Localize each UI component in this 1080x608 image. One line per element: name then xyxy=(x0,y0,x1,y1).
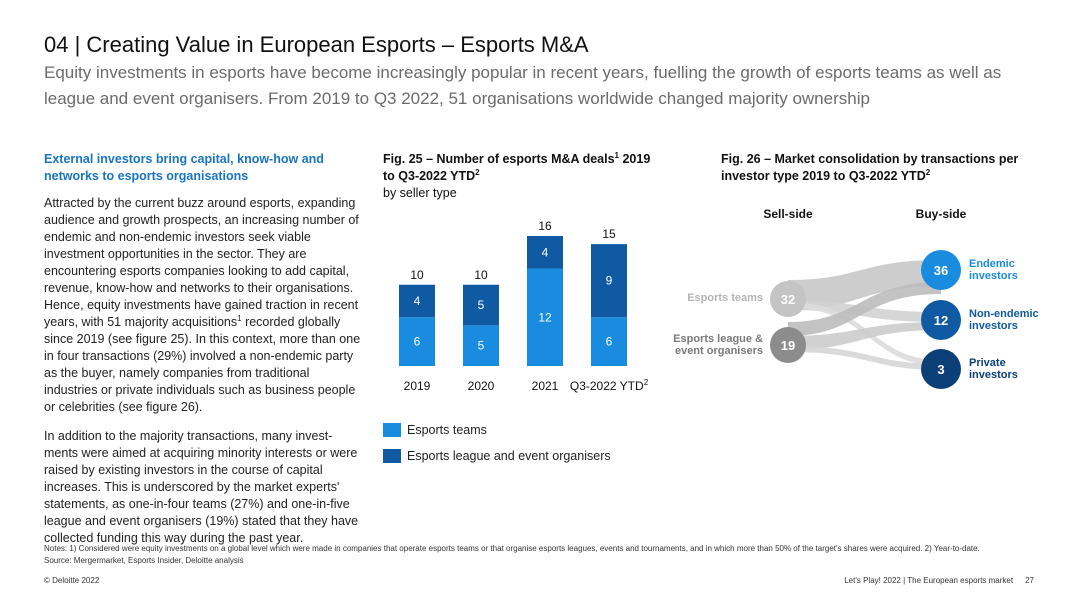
bar-value-league-3: 9 xyxy=(606,274,613,288)
x-tick-label-2: 2021 xyxy=(532,379,559,393)
node-endemic-investors-label: Endemic xyxy=(969,258,1015,270)
node-endemic-investors-label2: investors xyxy=(969,270,1018,282)
bar-league-0 xyxy=(399,284,435,318)
flow-teams-endemic xyxy=(788,260,941,310)
footer-copyright: © Deloitte 2022 xyxy=(44,576,100,585)
flow-league-nonendemic xyxy=(788,322,941,350)
fig25-bar-chart: 6 4 10 2019 5 5 10 2020 12 4 16 2021 6 9 15 Q3-2022 YTD… xyxy=(399,219,649,393)
node-league-organisers xyxy=(770,327,806,363)
paragraph-1-b: recorded globally since 2019 (see figure… xyxy=(44,315,361,414)
bar-value-league-0: 4 xyxy=(414,294,421,308)
node-league-organisers-label: Esports league & xyxy=(673,333,763,345)
source-line: Source: Mergermarket, Esports Insider, D… xyxy=(44,556,244,565)
footer-report: Let's Play! 2022 | The European esports … xyxy=(844,576,1014,585)
fig26-title-a: Fig. 26 – Market consolidation by transa… xyxy=(721,152,1019,166)
flow-league-private xyxy=(788,346,941,370)
fig26-title-sup: 2 xyxy=(925,167,931,177)
legend-teams: Esports teams xyxy=(383,423,487,437)
flow-league-endemic xyxy=(788,282,941,336)
page-title: 04 | Creating Value in European Esports … xyxy=(44,32,589,57)
paragraph-1-a: Attracted by the current buzz around esp… xyxy=(44,196,359,329)
legend-league: Esports league and event organisers xyxy=(383,449,611,463)
node-private-investors-value: 3 xyxy=(937,362,944,377)
footer-page-number: 27 xyxy=(1025,576,1034,585)
node-league-organisers-label2: event organisers xyxy=(675,345,763,357)
buy-side-label: Buy-side xyxy=(916,207,967,221)
bar-value-league-2: 4 xyxy=(542,245,549,259)
fig25-title-b: 2019 xyxy=(618,152,651,166)
node-endemic-investors-value: 36 xyxy=(934,263,948,278)
paragraph-2: In addition to the majority transactions… xyxy=(44,429,359,545)
bar-value-teams-1: 5 xyxy=(478,339,485,353)
bar-teams-3 xyxy=(591,317,627,366)
fig26-title: Fig. 26 – Market consolidation by transa… xyxy=(721,151,1018,185)
bar-value-league-1: 5 xyxy=(478,298,485,312)
footnote-ref: 1 xyxy=(237,313,242,323)
bar-total-1: 10 xyxy=(474,268,488,282)
fig25-title-sup1: 1 xyxy=(614,150,619,160)
left-text-column: External investors bring capital, know-h… xyxy=(44,151,364,555)
fig25-subtitle: by seller type xyxy=(383,186,457,200)
x-tick-sup-3: 2 xyxy=(644,378,649,387)
bar-total-2: 16 xyxy=(538,219,552,233)
sell-side-label: Sell-side xyxy=(763,207,813,221)
bar-value-teams-0: 6 xyxy=(414,335,421,349)
node-esports-teams-label: Esports teams xyxy=(687,292,763,304)
fig26-title-b: investor type 2019 to Q3-2022 YTD xyxy=(721,169,926,183)
bar-teams-2 xyxy=(527,268,563,366)
legend-league-swatch xyxy=(383,449,401,463)
node-nonendemic-investors-value: 12 xyxy=(934,313,948,328)
fig25-title-sup2: 2 xyxy=(475,167,480,177)
fig26-sankey-chart: Sell-side Buy-side 32 Esports teams 19 E… xyxy=(673,207,1039,389)
node-private-investors xyxy=(921,349,961,389)
fig25-title: Fig. 25 – Number of esports M&A deals1 2… xyxy=(383,151,650,202)
legend-teams-label: Esports teams xyxy=(407,423,487,437)
node-esports-teams xyxy=(770,281,806,317)
node-nonendemic-investors xyxy=(921,300,961,340)
x-tick-label-1: 2020 xyxy=(468,379,495,393)
bar-value-teams-3: 6 xyxy=(606,335,613,349)
bar-total-3: 15 xyxy=(602,227,616,241)
paragraph-1: Attracted by the current buzz around esp… xyxy=(44,195,364,416)
bar-league-2 xyxy=(527,236,563,269)
page-subtitle: Equity investments in esports have becom… xyxy=(44,63,1002,108)
footer-right: Let's Play! 2022 | The European esports … xyxy=(844,576,1034,585)
fig25-title-c: to Q3-2022 YTD xyxy=(383,169,476,183)
node-league-organisers-value: 19 xyxy=(781,338,795,353)
node-nonendemic-investors-label: Non-endemic xyxy=(969,308,1039,320)
legend-teams-swatch xyxy=(383,423,401,437)
node-private-investors-label: Private xyxy=(969,357,1006,369)
node-nonendemic-investors-label2: investors xyxy=(969,320,1018,332)
x-tick-label-0: 2019 xyxy=(404,379,431,393)
bar-teams-1 xyxy=(463,325,499,366)
section-heading: External investors bring capital, know-h… xyxy=(44,152,324,183)
notes: Notes: 1) Considered were equity investm… xyxy=(44,543,1054,567)
bar-value-teams-2: 12 xyxy=(538,310,552,324)
node-private-investors-label2: investors xyxy=(969,369,1018,381)
node-endemic-investors xyxy=(921,250,961,290)
notes-line: Notes: 1) Considered were equity investm… xyxy=(44,544,980,553)
bar-league-1 xyxy=(463,284,499,326)
bar-teams-0 xyxy=(399,317,435,366)
node-esports-teams-value: 32 xyxy=(781,292,795,307)
fig25-title-a: Fig. 25 – Number of esports M&A deals xyxy=(383,152,615,166)
legend-league-label: Esports league and event organisers xyxy=(407,449,611,463)
x-tick-label-3: Q3-2022 YTD2 xyxy=(570,378,649,393)
bar-total-0: 10 xyxy=(410,268,424,282)
bar-league-3 xyxy=(591,244,627,318)
